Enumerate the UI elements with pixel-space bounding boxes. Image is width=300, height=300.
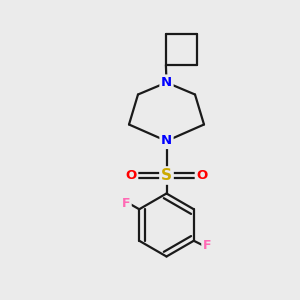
Text: S: S <box>161 168 172 183</box>
Text: F: F <box>122 197 130 210</box>
Text: F: F <box>203 239 211 252</box>
Text: N: N <box>161 76 172 89</box>
Text: O: O <box>125 169 137 182</box>
Text: N: N <box>161 134 172 148</box>
Text: O: O <box>196 169 208 182</box>
